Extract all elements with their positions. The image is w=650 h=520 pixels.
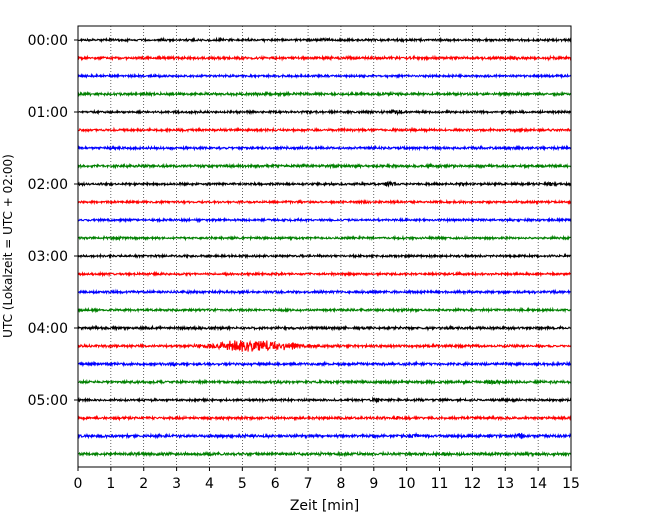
trace-line xyxy=(77,216,572,224)
y-tick-label: 05:00 xyxy=(28,393,68,409)
x-tick-label: 1 xyxy=(106,476,115,492)
x-tick-label: 2 xyxy=(139,476,148,492)
x-tick-label: 8 xyxy=(336,476,345,492)
x-tick-label: 0 xyxy=(74,476,83,492)
x-tick-label: 10 xyxy=(398,476,416,492)
trace-line xyxy=(77,360,572,368)
x-axis-label: Zeit [min] xyxy=(290,498,359,514)
grid-lines xyxy=(110,26,539,467)
trace-line xyxy=(77,72,572,80)
x-tick-label: 13 xyxy=(496,476,514,492)
trace-line xyxy=(77,324,572,332)
x-tick-label: 9 xyxy=(369,476,378,492)
trace-line xyxy=(77,126,572,134)
trace-line xyxy=(77,270,572,278)
trace-line xyxy=(77,414,572,422)
x-tick-label: 15 xyxy=(562,476,580,492)
x-tick-label: 14 xyxy=(529,476,547,492)
plot-frame xyxy=(77,25,572,468)
trace-line xyxy=(77,234,572,242)
x-tick-label: 12 xyxy=(463,476,481,492)
y-tick-label: 01:00 xyxy=(28,105,68,121)
trace-line xyxy=(77,431,572,440)
y-axis-label: UTC (Lokalzeit = UTC + 02:00) xyxy=(1,154,15,338)
trace-line xyxy=(77,252,572,260)
x-tick-label: 11 xyxy=(431,476,449,492)
trace-line xyxy=(77,288,572,296)
y-tick-label: 00:00 xyxy=(28,33,68,49)
trace-line xyxy=(77,339,572,352)
x-tick-label: 7 xyxy=(304,476,313,492)
trace-line xyxy=(77,198,572,206)
trace-line xyxy=(77,108,572,116)
x-tick-label: 3 xyxy=(172,476,181,492)
y-axis-ticks: 00:00 01:00 02:00 03:00 04:00 05:00 xyxy=(28,33,78,409)
trace-line xyxy=(77,180,572,188)
x-tick-label: 4 xyxy=(205,476,214,492)
trace-line xyxy=(77,396,572,404)
trace-line xyxy=(77,162,572,170)
y-tick-label: 02:00 xyxy=(28,177,68,193)
trace-line xyxy=(77,54,572,62)
x-tick-label: 6 xyxy=(271,476,280,492)
y-tick-label: 04:00 xyxy=(28,321,68,337)
trace-line xyxy=(77,306,572,314)
x-tick-label: 5 xyxy=(238,476,247,492)
trace-series xyxy=(77,36,572,458)
trace-line xyxy=(77,450,572,458)
trace-line xyxy=(77,378,572,386)
trace-line xyxy=(77,36,572,44)
trace-line xyxy=(77,144,572,152)
x-axis-ticks: 0 1 2 3 4 5 6 7 8 9 10 11 12 13 14 15 xyxy=(74,467,580,492)
trace-line xyxy=(77,90,572,98)
y-tick-label: 03:00 xyxy=(28,249,68,265)
